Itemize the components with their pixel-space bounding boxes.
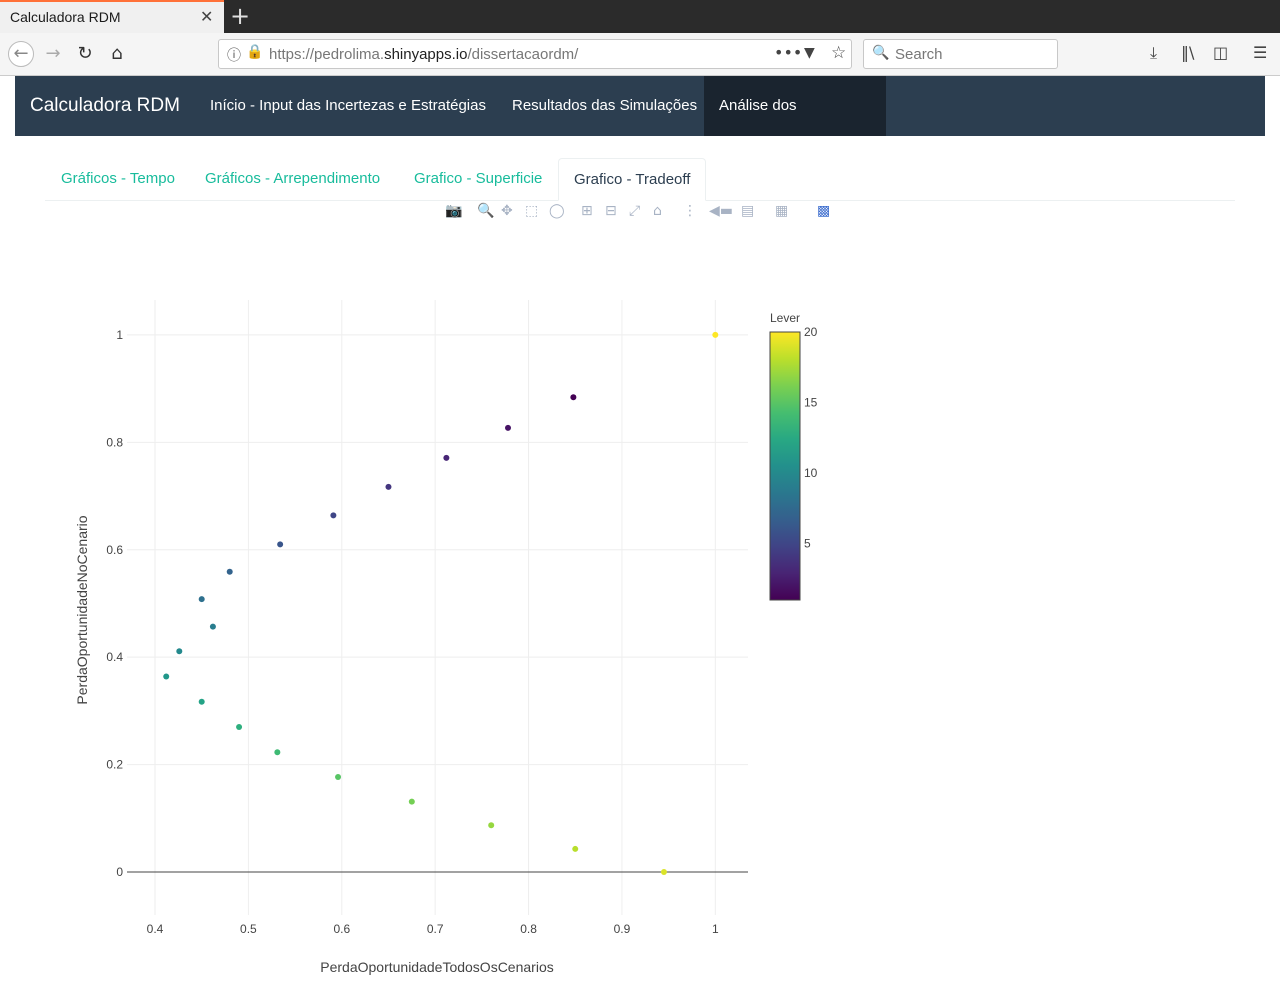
colorbar-tick-label: 10 xyxy=(804,466,818,480)
close-tab-icon[interactable]: ✕ xyxy=(200,7,214,26)
new-tab-icon[interactable]: + xyxy=(230,2,251,30)
forward-arrow-icon[interactable]: → xyxy=(45,43,61,64)
x-tick-label: 1 xyxy=(712,922,719,936)
data-point xyxy=(198,596,205,603)
data-point xyxy=(335,773,342,780)
data-point xyxy=(176,648,183,655)
info-icon[interactable]: ⓘ xyxy=(227,48,241,64)
lasso-select-icon[interactable]: ◯ xyxy=(549,203,565,219)
reset-axes-icon[interactable]: ⌂ xyxy=(653,203,662,219)
tab-graficos-tempo[interactable]: Gráficos - Tempo xyxy=(61,170,175,187)
x-tick-label: 0.7 xyxy=(427,922,444,936)
x-tick-label: 0.8 xyxy=(520,922,537,936)
pan-icon[interactable]: ✥ xyxy=(501,203,513,219)
data-point xyxy=(505,424,512,431)
colorbar-tick-label: 20 xyxy=(804,325,818,339)
x-axis-label: PerdaOportunidadeTodosOsCenarios xyxy=(320,959,553,975)
y-tick-label: 0.6 xyxy=(106,543,123,557)
colorbar xyxy=(769,331,801,601)
x-tick-label: 0.6 xyxy=(333,922,350,936)
search-input[interactable]: 🔍 Search xyxy=(863,39,1058,69)
subtab-bar: Gráficos - Tempo Gráficos - Arrependimen… xyxy=(45,158,1235,201)
data-point xyxy=(274,749,281,756)
nav-item-inicio[interactable]: Início - Input das Incertezas e Estratég… xyxy=(210,97,486,114)
colorbar-title: Lever xyxy=(770,311,800,325)
tab-grafico-superficie[interactable]: Grafico - Superficie xyxy=(414,170,543,187)
hover-closest-icon[interactable]: ◀▬ xyxy=(709,203,733,219)
browser-tab-strip: Calculadora RDM ✕ + xyxy=(0,0,1280,33)
x-tick-label: 0.5 xyxy=(240,922,257,936)
box-select-icon[interactable]: ⬚ xyxy=(525,203,539,219)
browser-toolbar: ← → ↻ ⌂ ⓘ 🔒 https://pedrolima.shinyapps.… xyxy=(0,33,1280,76)
home-icon[interactable]: ⌂ xyxy=(111,43,123,64)
data-point xyxy=(198,698,205,705)
data-point xyxy=(570,394,577,401)
y-tick-label: 0.8 xyxy=(106,435,123,449)
lock-icon: 🔒 xyxy=(246,44,264,60)
data-point xyxy=(408,798,415,805)
data-point xyxy=(163,673,170,680)
data-point xyxy=(660,869,667,876)
x-tick-label: 0.4 xyxy=(147,922,164,936)
hover-compare-icon[interactable]: ▤ xyxy=(741,203,755,219)
data-point xyxy=(330,512,337,519)
data-point xyxy=(226,568,233,575)
colorbar-tick-label: 5 xyxy=(804,537,811,551)
data-point xyxy=(385,483,392,490)
app-navbar: Calculadora RDM Início - Input das Incer… xyxy=(15,76,1265,174)
y-axis-label: PerdaOportunidadeNoCenario xyxy=(74,515,90,704)
bookmark-star-icon[interactable]: ☆ xyxy=(831,43,847,63)
reload-icon[interactable]: ↻ xyxy=(77,43,93,64)
y-tick-label: 0 xyxy=(116,865,123,879)
data-point xyxy=(209,623,216,630)
page-actions-icon[interactable]: ••• xyxy=(774,43,803,62)
y-tick-label: 0.2 xyxy=(106,758,123,772)
zoom-icon[interactable]: 🔍 xyxy=(477,203,495,219)
data-point xyxy=(488,822,495,829)
app-brand[interactable]: Calculadora RDM xyxy=(30,95,180,116)
tab-grafico-tradeoff[interactable]: Grafico - Tradeoff xyxy=(558,158,707,201)
zoom-in-icon[interactable]: ⊞ xyxy=(581,203,593,219)
library-icon[interactable]: ‖\ xyxy=(1181,43,1195,62)
data-point xyxy=(236,724,243,731)
back-arrow-icon[interactable]: ← xyxy=(8,41,34,67)
search-icon: 🔍 xyxy=(872,45,890,61)
url-bar[interactable]: ⓘ 🔒 https://pedrolima.shinyapps.io/disse… xyxy=(218,39,852,69)
download-icon[interactable]: ⤓ xyxy=(1150,43,1158,62)
menu-icon[interactable]: ☰ xyxy=(1253,43,1268,62)
plotly-logo-icon[interactable]: ▩ xyxy=(817,203,831,219)
browser-tab[interactable]: Calculadora RDM ✕ xyxy=(0,0,224,33)
data-point xyxy=(277,541,284,548)
y-tick-label: 1 xyxy=(116,328,123,342)
autoscale-icon[interactable]: ⤢ xyxy=(629,203,641,219)
sidebar-icon[interactable]: ◫ xyxy=(1213,43,1229,62)
search-placeholder: Search xyxy=(895,46,943,63)
data-point xyxy=(712,331,719,338)
browser-tab-title: Calculadora RDM xyxy=(10,9,121,25)
zoom-out-icon[interactable]: ⊟ xyxy=(605,203,617,219)
camera-icon[interactable]: 📷 xyxy=(445,203,463,219)
spike-lines-icon[interactable]: ⋮ xyxy=(683,203,697,219)
nav-item-analise[interactable]: Análise dos Resultados xyxy=(704,76,886,174)
edit-chart-studio-icon[interactable]: ▦ xyxy=(775,203,789,219)
tab-graficos-arrependimento[interactable]: Gráficos - Arrependimento xyxy=(205,170,381,187)
data-point xyxy=(443,454,450,461)
pocket-icon[interactable]: ▼ xyxy=(804,45,815,61)
x-tick-label: 0.9 xyxy=(614,922,631,936)
data-point xyxy=(572,845,579,852)
url-text[interactable]: https://pedrolima.shinyapps.io/dissertac… xyxy=(269,46,579,63)
colorbar-tick-label: 15 xyxy=(804,396,818,410)
y-tick-label: 0.4 xyxy=(106,650,123,664)
nav-item-resultados[interactable]: Resultados das Simulações xyxy=(512,97,698,114)
